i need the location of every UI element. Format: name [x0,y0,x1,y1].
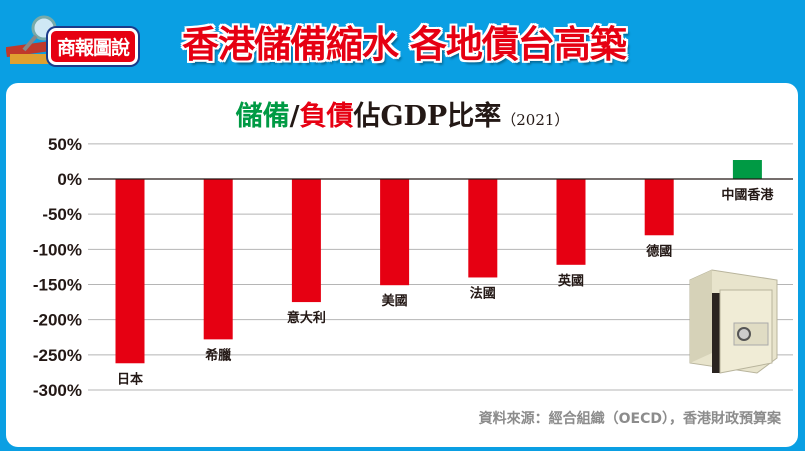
y-tick-label: -100% [33,240,82,259]
bar [291,179,321,303]
category-label: 希臘 [205,347,231,363]
y-tick-label: -150% [33,276,82,295]
y-tick-label: -50% [42,205,82,224]
category-label: 法國 [470,285,496,301]
y-tick-label: 50% [48,135,82,154]
y-tick-label: 0% [57,170,82,189]
category-label: 意大利 [287,310,326,326]
title-slash: / [289,101,300,132]
title-reserve: 儲備 [235,101,290,132]
title-year: （2021） [501,111,570,129]
chart-title: 儲備/負債佔GDP比率（2021） [0,94,805,133]
headline: 香港儲備縮水 各地債台高築 [182,23,627,66]
header: 商報圖說 香港儲備縮水 各地債台高築 [0,0,805,80]
category-label: 德國 [646,243,672,259]
source-note: 資料來源：經合組織（OECD），香港財政預算案 [478,411,781,427]
bar [556,179,586,265]
bar [380,179,410,286]
bar [732,160,762,179]
title-debt: 負債 [299,101,354,132]
bar [644,179,674,236]
category-label: 美國 [382,293,408,309]
y-tick-label: -300% [33,381,82,400]
bar [115,179,145,364]
bar [468,179,498,278]
category-label: 中國香港 [721,187,774,203]
books-magnifier-icon [6,15,57,64]
column-badge: 商報圖說 [48,28,139,65]
category-label: 日本 [117,371,143,387]
y-tick-label: -250% [33,346,82,365]
y-tick-label: -200% [33,311,82,330]
safe-icon [689,269,778,374]
category-label: 英國 [557,273,584,289]
bar [203,179,233,340]
title-rest: 佔GDP比率 [353,101,502,132]
